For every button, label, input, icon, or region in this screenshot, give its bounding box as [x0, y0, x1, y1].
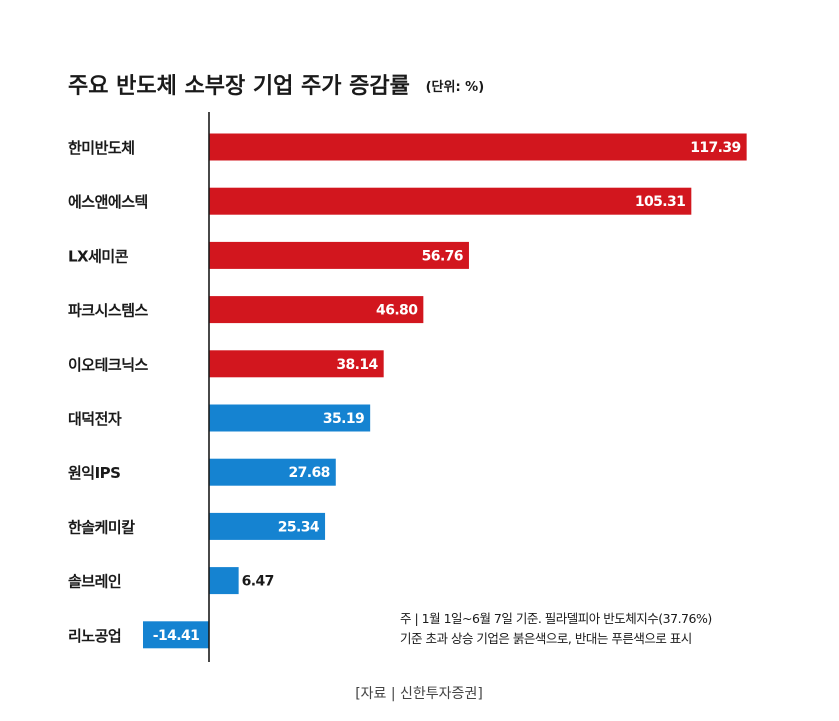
value-label: 6.47	[242, 574, 274, 590]
bar	[209, 296, 424, 324]
value-label: 25.34	[278, 519, 320, 535]
bars-group: 한미반도체 117.39 에스앤에스텍 105.31 LX세미콘 56.76 파크시스템스 4…	[68, 133, 747, 649]
category-label: 솔브레인	[68, 573, 121, 591]
value-label: 56.76	[422, 248, 463, 264]
category-label: 파크시스템스	[68, 302, 149, 320]
chart-source: [자료 | 신한투자증권]	[355, 686, 483, 702]
value-label: -14.41	[153, 628, 200, 644]
bar	[209, 241, 469, 269]
category-label: 한솔케미칼	[68, 518, 135, 536]
category-label: 에스앤에스텍	[68, 193, 148, 211]
bar	[209, 512, 326, 540]
bar	[209, 404, 371, 432]
bar	[209, 350, 384, 378]
bar	[209, 567, 239, 595]
chart-title-text: 주요 반도체 소부장 기업 주가 증감률	[68, 74, 410, 99]
bar	[209, 133, 747, 161]
chart-title: 주요 반도체 소부장 기업 주가 증감률 (단위: %)	[68, 74, 484, 99]
chart-note-line-2: 기준 초과 상승 기업은 붉은색으로, 반대는 푸른색으로 표시	[400, 631, 692, 646]
bar	[143, 621, 209, 649]
value-label: 35.19	[323, 411, 364, 427]
bar	[209, 187, 692, 215]
bar	[209, 458, 336, 486]
category-label: 대덕전자	[68, 410, 122, 428]
value-label: 27.68	[288, 465, 329, 481]
value-label: 38.14	[336, 357, 378, 373]
category-label: LX세미콘	[68, 247, 129, 265]
value-label: 46.80	[376, 303, 418, 319]
category-label: 한미반도체	[68, 139, 135, 157]
value-label: 105.31	[635, 194, 685, 210]
chart-note-line-1: 주 | 1월 1일~6월 7일 기준. 필라델피아 반도체지수(37.76%)	[400, 611, 712, 626]
chart-unit: (단위: %)	[426, 79, 485, 95]
category-label: 리노공업	[68, 627, 121, 645]
category-label: 이오테크닉스	[68, 356, 149, 374]
category-label: 원익IPS	[68, 464, 120, 482]
value-label: 117.39	[690, 140, 740, 156]
